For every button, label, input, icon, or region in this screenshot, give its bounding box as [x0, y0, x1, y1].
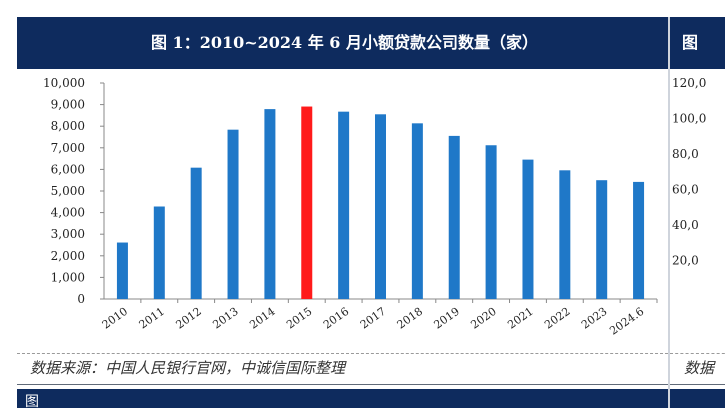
- bar-2017: [375, 114, 386, 299]
- chart-area: 0 1,000 2,000 3,000 4,000 5,000 6,000 7,000 8,00…: [17, 69, 668, 366]
- right-chart-area: 120,0 100,0 80,0 60,0 40,0 20,0: [670, 69, 725, 366]
- bar-2023: [596, 180, 608, 299]
- x-tick-label: 2017: [358, 305, 388, 332]
- bar-2013: [227, 129, 239, 299]
- x-tick-label: 2023: [579, 305, 609, 332]
- right-y-tick-label: 20,0: [672, 254, 699, 268]
- x-tick-label: 2020: [468, 305, 498, 332]
- x-tick-label: 2014: [247, 305, 277, 332]
- x-tick-label: 2015: [284, 305, 314, 332]
- bar-2022: [559, 170, 571, 299]
- bar-2014: [264, 109, 276, 299]
- bar-2015: [301, 106, 313, 299]
- y-tick-label: 3,000: [51, 227, 85, 241]
- y-tick-label: 4,000: [51, 206, 85, 220]
- right-y-tick-label: 100,0: [672, 112, 706, 126]
- bar-2012: [190, 167, 202, 299]
- x-tick-label: 2011: [137, 305, 167, 332]
- y-tick-label: 6,000: [51, 162, 85, 176]
- right-chart: 120,0 100,0 80,0 60,0 40,0 20,0: [672, 76, 706, 268]
- bar-2018: [411, 123, 423, 299]
- bar-2010: [116, 242, 128, 299]
- x-tick-label: 2012: [173, 305, 203, 332]
- right-y-tick-label: 120,0: [672, 76, 706, 90]
- x-tick-label: 2010: [100, 305, 130, 332]
- right-chart-title: 图: [670, 17, 725, 69]
- x-tick-label: 2016: [321, 305, 351, 332]
- chart-title: 图 1：2010~2024 年 6 月小额贷款公司数量（家）: [17, 17, 668, 69]
- right-y-tick-label: 80,0: [672, 147, 699, 161]
- bar-2016: [338, 111, 350, 299]
- x-tick-label: 2024.6: [607, 305, 646, 338]
- next-figure-title: 图: [17, 389, 668, 408]
- bar-2011: [153, 206, 165, 299]
- y-tick-label: 8,000: [51, 119, 85, 133]
- bar-chart: 0 1,000 2,000 3,000 4,000 5,000 6,000 7,000 8,00…: [43, 76, 658, 338]
- x-tick-label: 2013: [210, 305, 240, 332]
- bar-2021: [522, 159, 534, 299]
- y-tick-label: 2,000: [51, 249, 85, 263]
- y-tick-label: 0: [77, 292, 85, 306]
- x-tick-label: 2018: [395, 305, 425, 332]
- y-tick-label: 7,000: [51, 141, 85, 155]
- chart-panel-right: 图 120,0 100,0 80,0 60,0 40,0 20,0 数据: [670, 17, 725, 408]
- y-tick-label: 10,000: [43, 76, 85, 90]
- right-data-source-note: 数据: [670, 353, 725, 385]
- right-next-figure-bar: [670, 389, 725, 408]
- data-source-note: 数据来源：中国人民银行官网，中诚信国际整理: [17, 353, 668, 385]
- chart-panel-left: 图 1：2010~2024 年 6 月小额贷款公司数量（家） 0 1,000 2,0…: [17, 17, 668, 408]
- x-tick-label: 2021: [505, 305, 535, 332]
- x-tick-label: 2022: [542, 305, 572, 332]
- bar-2024.6: [633, 181, 645, 299]
- y-tick-label: 9,000: [51, 98, 85, 112]
- bar-2020: [485, 145, 497, 299]
- x-tick-label: 2019: [432, 305, 462, 332]
- panel-divider: [668, 17, 670, 408]
- bar-2019: [448, 135, 460, 299]
- right-y-tick-label: 40,0: [672, 218, 699, 232]
- right-y-tick-label: 60,0: [672, 183, 699, 197]
- y-tick-label: 5,000: [51, 184, 85, 198]
- y-tick-label: 1,000: [51, 270, 85, 284]
